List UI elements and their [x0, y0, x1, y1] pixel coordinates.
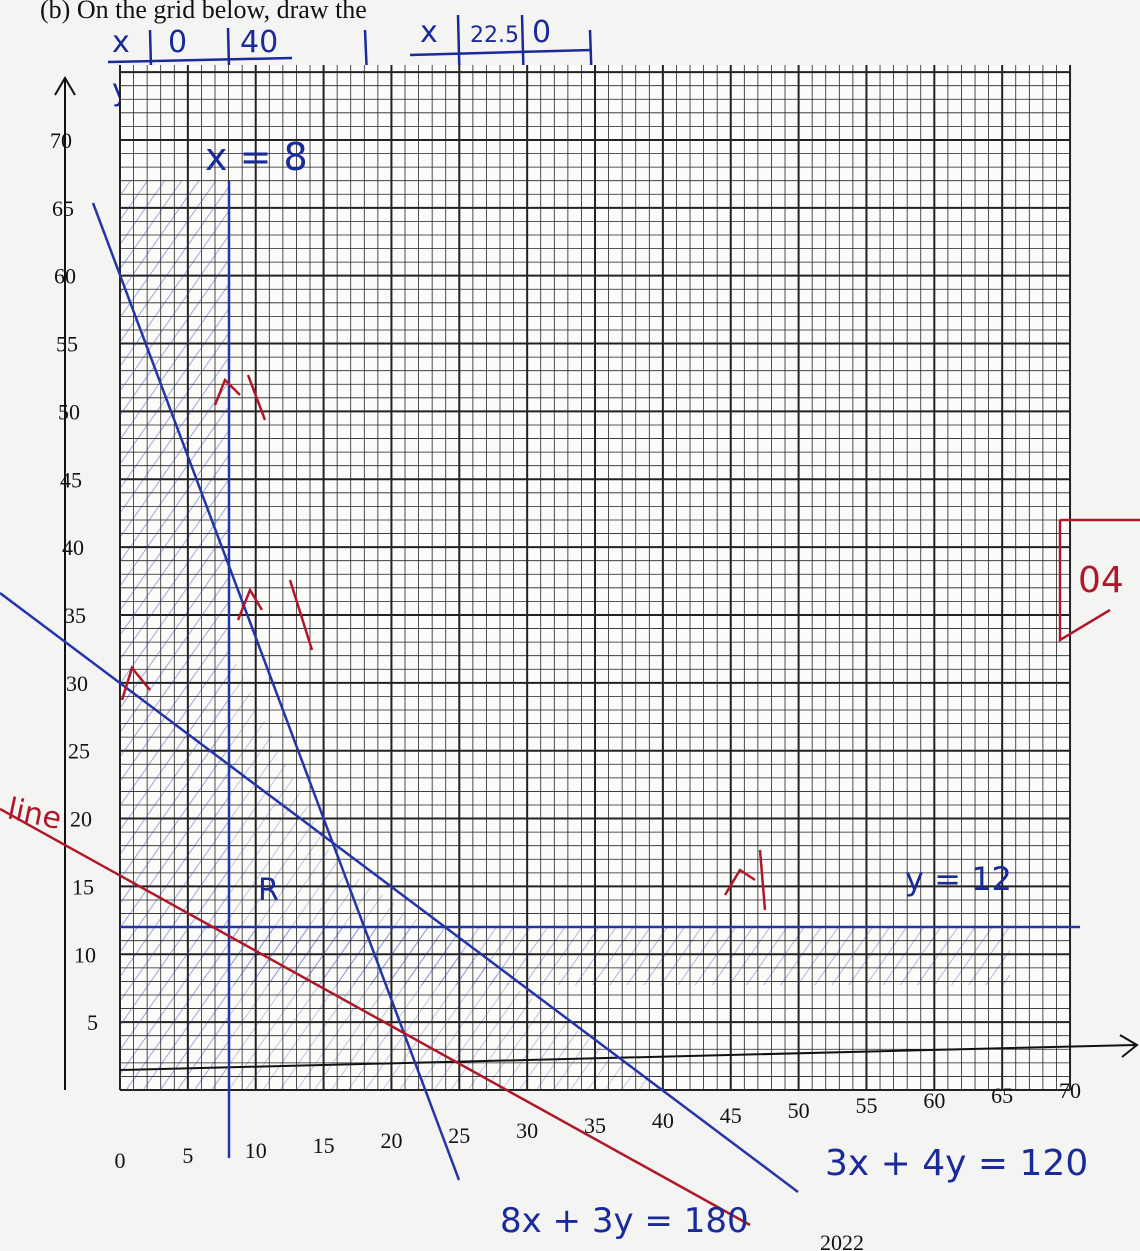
x-tick-label: 30 — [516, 1118, 538, 1143]
y-axis — [55, 78, 75, 1090]
table-cell: 40 — [240, 25, 278, 60]
x-tick-label: 55 — [855, 1093, 877, 1118]
y-tick-label: 50 — [58, 399, 80, 424]
y-tick-label: 65 — [52, 196, 74, 221]
line-2-label: 8x + 3y = 180 — [500, 1201, 749, 1241]
y-tick-label: 45 — [60, 467, 82, 492]
x-tick-label: 40 — [652, 1108, 674, 1133]
x-tick-label: 45 — [720, 1103, 742, 1128]
table-cell: x — [420, 15, 438, 50]
x-tick-label: 15 — [313, 1133, 335, 1158]
x-line-label: x = 8 — [205, 135, 308, 179]
x-tick-label: 10 — [245, 1138, 267, 1163]
question-text: (b) On the grid below, draw the — [40, 0, 367, 24]
y-line-label: y = 12 — [905, 860, 1012, 898]
y-tick-label: 60 — [54, 264, 76, 289]
footer-text: 2022 — [820, 1230, 864, 1251]
region-label: R — [258, 873, 279, 908]
line-1-label: 3x + 4y = 120 — [825, 1143, 1088, 1184]
page-body: {"header": {"question": "(b) On the grid… — [0, 0, 1140, 1251]
page: Graph html, body { margin: 0; padding: 0… — [0, 0, 1140, 1251]
table-rule — [410, 50, 592, 55]
x-tick-label: 50 — [788, 1098, 810, 1123]
y-tick-label: 35 — [64, 603, 86, 628]
red-line-label: line — [4, 792, 64, 837]
y-tick-label: 20 — [70, 807, 92, 832]
x-tick-label: 20 — [380, 1128, 402, 1153]
y-tick-label: 25 — [68, 739, 90, 764]
y-tick-label: 30 — [66, 671, 88, 696]
table-cell: x — [112, 25, 130, 60]
table-cell: 22.5 — [470, 23, 519, 48]
x-tick-label: 5 — [182, 1143, 193, 1168]
document: (b) On the grid below, draw the x040y300… — [0, 0, 1140, 1251]
y-tick-label: 55 — [56, 332, 78, 357]
y-tick-label: 15 — [72, 874, 94, 899]
hatched-area — [229, 927, 1010, 985]
y-tick-label: 70 — [50, 128, 72, 153]
table-cell: 0 — [532, 15, 551, 50]
x-tick-label: 65 — [991, 1083, 1013, 1108]
table-cell: 0 — [168, 25, 187, 60]
y-tick-label: 10 — [74, 942, 96, 967]
x-tick-label: 0 — [115, 1148, 126, 1173]
x-tick-label: 25 — [448, 1123, 470, 1148]
y-tick-label: 40 — [62, 535, 84, 560]
score: 04 — [1078, 560, 1124, 601]
y-tick-label: 5 — [87, 1010, 98, 1035]
x-tick-label: 60 — [923, 1088, 945, 1113]
x-tick-label: 70 — [1059, 1078, 1081, 1103]
